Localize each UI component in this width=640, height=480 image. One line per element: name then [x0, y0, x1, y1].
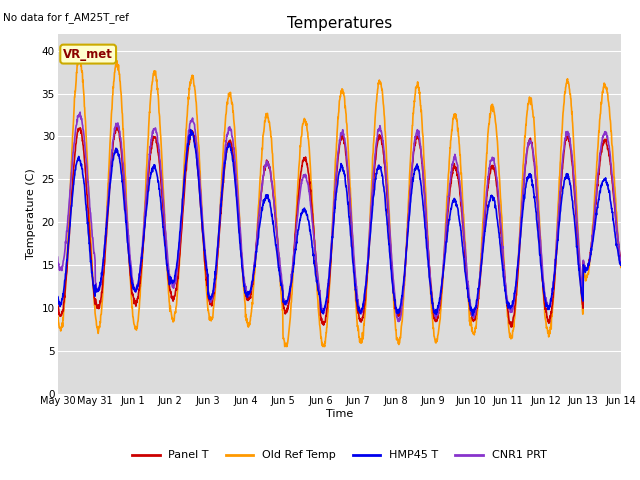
Legend: Panel T, Old Ref Temp, HMP45 T, CNR1 PRT: Panel T, Old Ref Temp, HMP45 T, CNR1 PRT	[127, 446, 551, 465]
X-axis label: Time: Time	[326, 409, 353, 419]
Title: Temperatures: Temperatures	[287, 16, 392, 31]
Text: No data for f_AM25T_ref: No data for f_AM25T_ref	[3, 12, 129, 23]
Text: VR_met: VR_met	[63, 48, 113, 60]
Y-axis label: Temperature (C): Temperature (C)	[26, 168, 36, 259]
